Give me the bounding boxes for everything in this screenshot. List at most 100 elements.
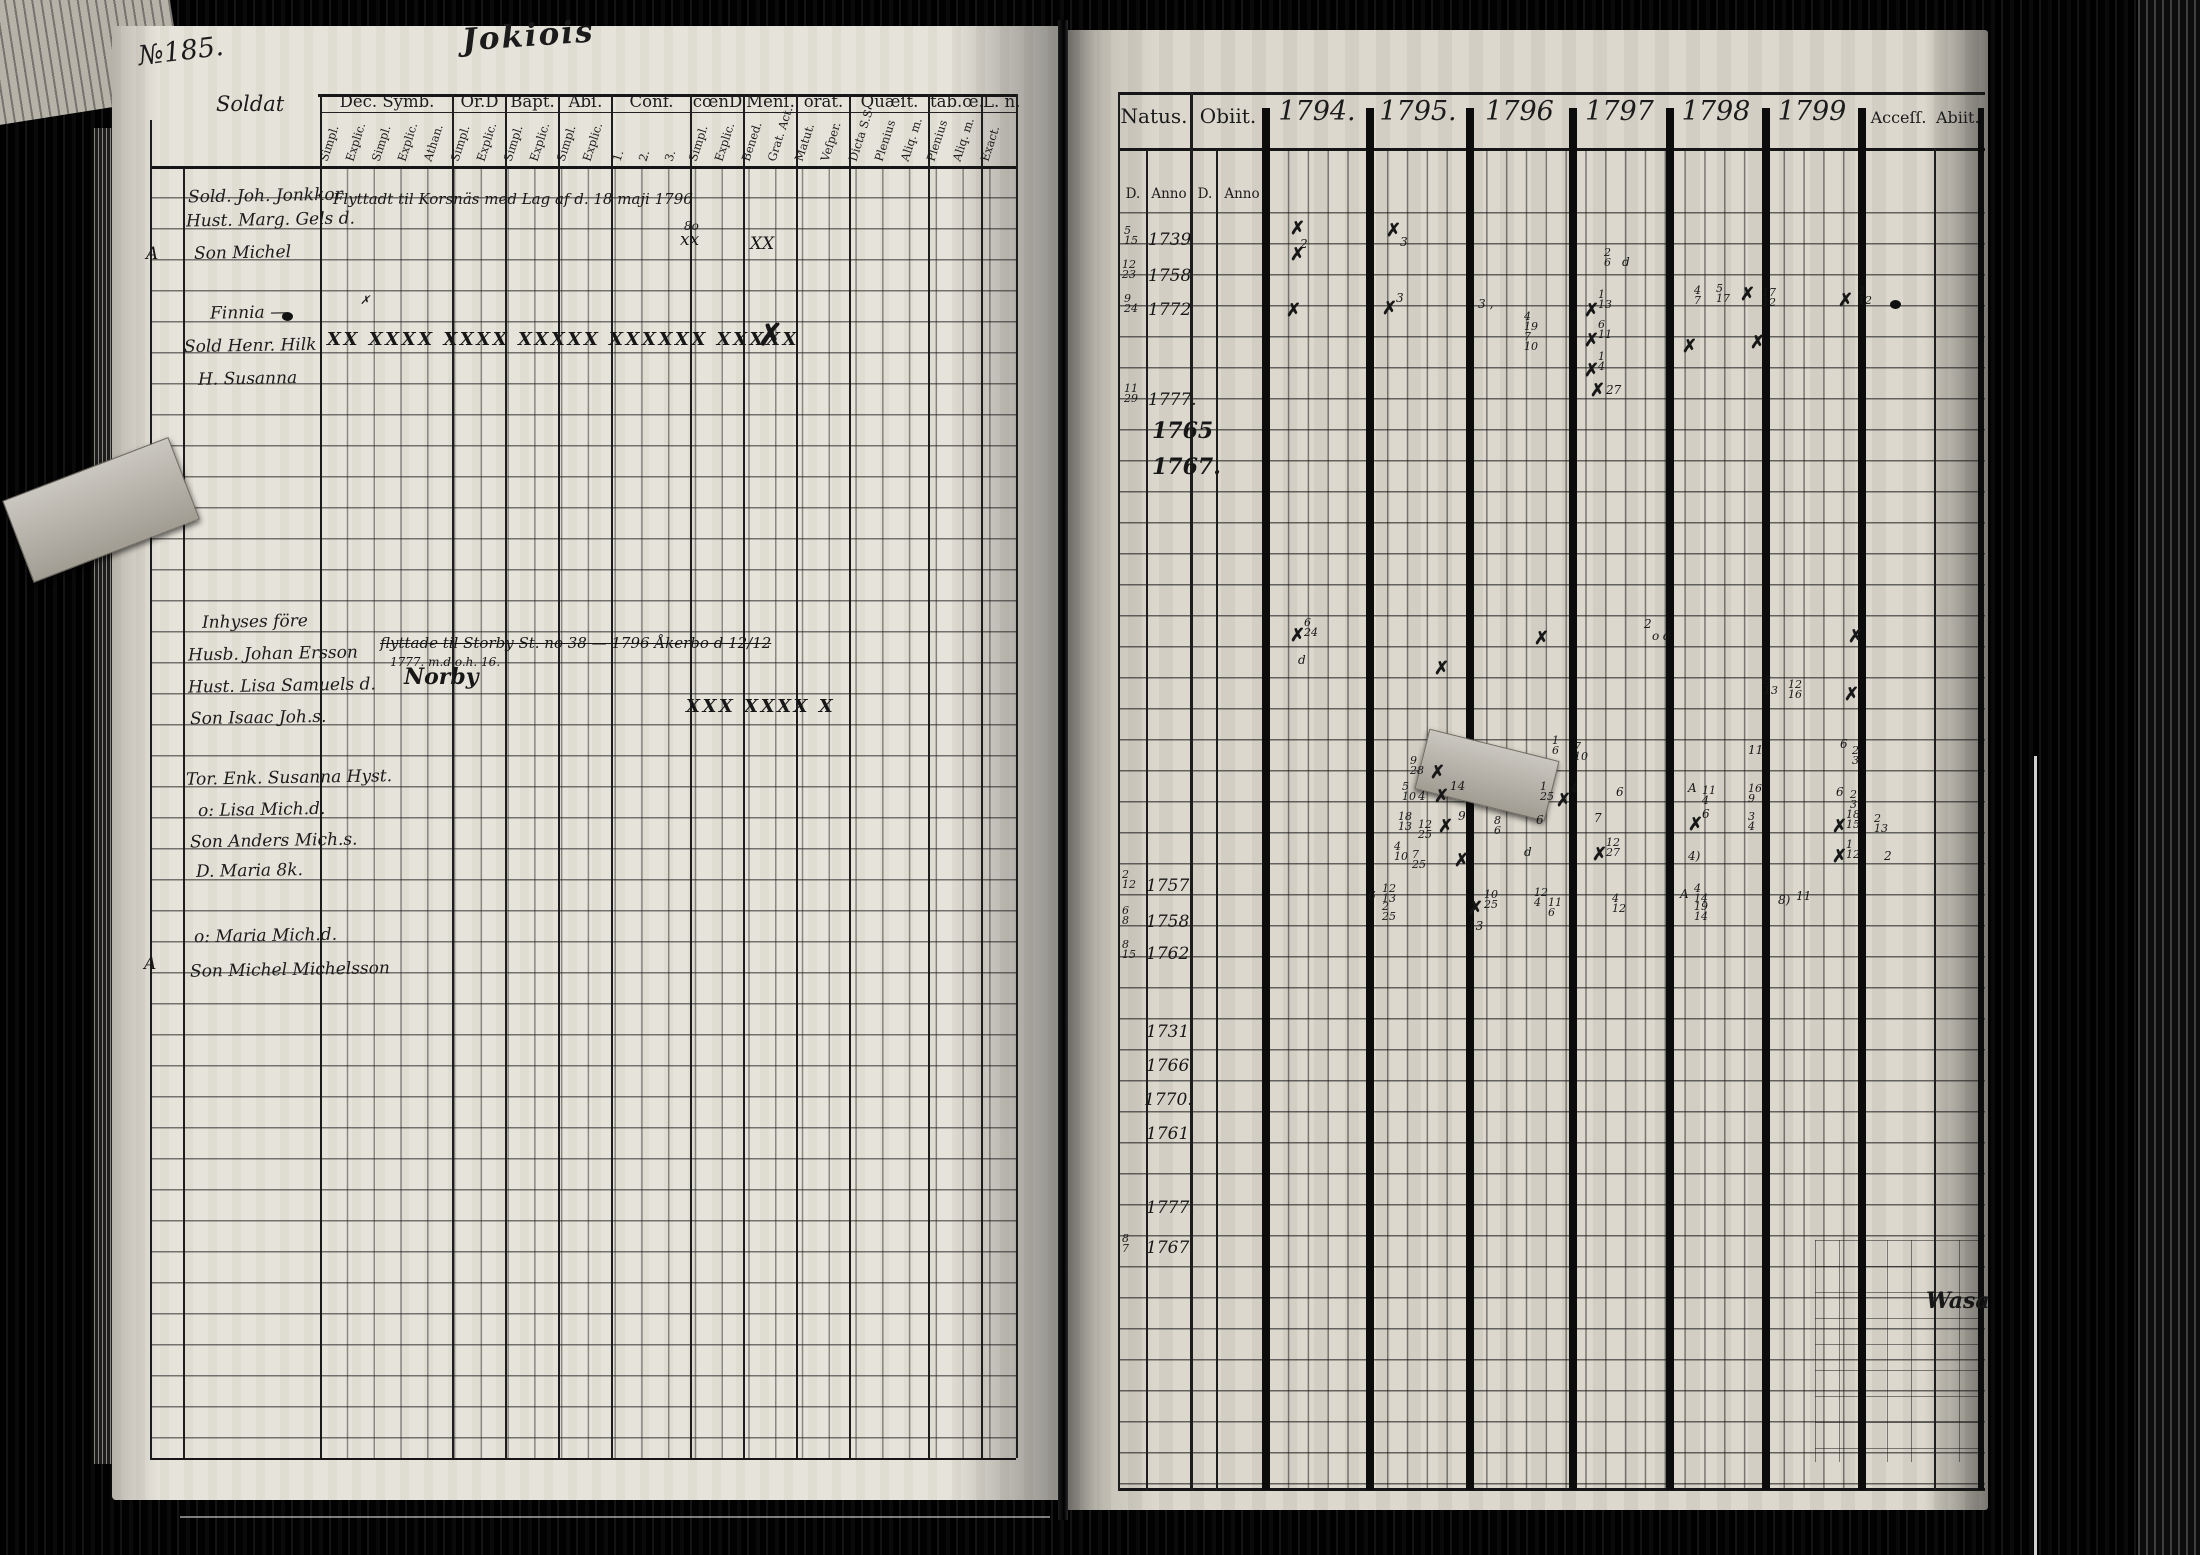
- handwritten-mark: 1766.: [1146, 1056, 1195, 1076]
- handwritten-mark: 4 7: [1694, 284, 1701, 308]
- handwritten-mark: ✗: [1584, 330, 1600, 351]
- handwritten-mark: 1772: [1148, 300, 1192, 320]
- column-group-label: Menſ.: [745, 92, 796, 113]
- right-grid-right-bar: [1978, 108, 1984, 1490]
- handwritten-mark: 3 4: [1748, 810, 1755, 834]
- handwritten-mark: 5 10: [1402, 780, 1416, 804]
- handwritten-mark: ✗: [1844, 684, 1860, 705]
- obiit-divider: [1216, 150, 1218, 1490]
- year-separator-bar: [1858, 108, 1866, 1490]
- obiit-left-line: [1190, 92, 1193, 1490]
- handwritten-mark: ✗: [1386, 220, 1402, 241]
- year-separator-bar: [1366, 108, 1374, 1490]
- handwritten-mark: d: [1524, 845, 1532, 859]
- handwritten-mark: 6: [1368, 889, 1376, 903]
- struck-note: flyttade til Storby St. no 38 — 1796 Åke…: [380, 634, 772, 652]
- grid-right-line: [1016, 94, 1018, 1458]
- handwritten-mark: 13: [1468, 919, 1484, 933]
- column-group-taboe: tab.œ. Plenius Aliq. m.: [924, 92, 984, 166]
- handwritten-mark: ✗: [1430, 762, 1446, 783]
- handwritten-mark: ✗: [1290, 244, 1306, 265]
- scratch-line: [2034, 756, 2037, 1555]
- d-subheader: D.: [1125, 186, 1141, 202]
- scratch-line: [180, 1516, 1050, 1518]
- column-group-coend: cœnD Simpl. Explic.: [686, 92, 743, 166]
- handwritten-mark: 9 24: [1124, 292, 1138, 316]
- handwritten-mark: 2: [1884, 849, 1892, 863]
- handwritten-mark: 7 10: [1574, 740, 1588, 764]
- handwritten-mark: 27: [1606, 383, 1622, 397]
- handwritten-mark: 8): [1778, 893, 1791, 907]
- handwritten-mark: 12 27: [1606, 836, 1620, 860]
- column-group-label: Bapt.: [507, 92, 558, 113]
- handwritten-mark: 11 29: [1124, 382, 1138, 406]
- page-gutter: [1058, 20, 1068, 1520]
- handwritten-mark: xx: [680, 230, 700, 250]
- d-subheader: D.: [1197, 186, 1213, 202]
- handwritten-mark: 18 15: [1846, 808, 1860, 832]
- communion-x-row: XX XXXX XXXX XXXXX XXXXXX XXXXX: [327, 329, 799, 350]
- column-group-label: Conf.: [613, 92, 690, 113]
- handwritten-mark: ✗: [1438, 816, 1454, 837]
- handwritten-mark: ✗: [1682, 336, 1698, 357]
- handwritten-mark: 8o: [684, 219, 699, 233]
- handwritten-mark: 4 14: [1694, 882, 1708, 906]
- handwritten-mark: 6 11: [1598, 318, 1612, 342]
- column-group-label: orat.: [798, 92, 849, 113]
- handwritten-mark: 12 25: [1418, 818, 1432, 842]
- handwritten-mark: 1758: [1146, 912, 1190, 932]
- handwritten-mark: 7 25: [1412, 848, 1426, 872]
- handwritten-mark: 12 23: [1122, 258, 1136, 282]
- handwritten-mark: ✗: [1750, 332, 1766, 353]
- handwritten-mark: 6 24: [1304, 616, 1318, 640]
- handwritten-mark: 12 13: [1382, 882, 1396, 906]
- handwritten-mark: 1777. m.d.o.h. 16.: [390, 655, 501, 669]
- handwritten-mark: 2 12: [1122, 868, 1136, 892]
- handwritten-mark: 12 16: [1788, 678, 1802, 702]
- column-group-label: L. n.: [983, 92, 1021, 113]
- year-separator-bar: [1569, 108, 1577, 1490]
- left-grid-columns: [320, 166, 1016, 1460]
- handwritten-mark: 18 13: [1398, 810, 1412, 834]
- handwritten-mark: 2: [1300, 237, 1308, 251]
- handwritten-mark: 8 6: [1494, 814, 1501, 838]
- column-group-mens: Menſ. Bened. Grat. Act.: [739, 92, 796, 166]
- column-group-label: tab.œ.: [930, 92, 984, 113]
- handwritten-mark: 19 14: [1694, 900, 1708, 924]
- handwritten-mark: ✗: [1534, 628, 1550, 649]
- handwritten-mark: 11: [1796, 889, 1812, 903]
- handwritten-mark: 3: [1400, 235, 1408, 249]
- handwritten-mark: 16 9: [1748, 782, 1762, 806]
- margin-letter: A: [144, 954, 157, 974]
- handwritten-mark: [282, 312, 293, 321]
- handwritten-mark: ✗: [1382, 298, 1398, 319]
- year-separator-bar: [1762, 108, 1770, 1490]
- handwritten-mark: ✗: [1286, 300, 1302, 321]
- handwritten-mark: 6: [1616, 785, 1624, 799]
- handwritten-mark: ✗: [1584, 360, 1600, 381]
- handwritten-mark: 1 13: [1598, 288, 1612, 312]
- year-separator-bar: [1262, 108, 1270, 1490]
- handwritten-mark: ✗: [1590, 380, 1606, 401]
- handwritten-mark: 7: [1594, 811, 1602, 825]
- column-group-label: cœnD: [692, 92, 743, 113]
- access-header: Acceſſ.: [1870, 108, 1927, 127]
- handwritten-mark: 6: [1836, 785, 1844, 799]
- handwritten-mark: 4 10: [1394, 840, 1408, 864]
- year-separator-bar: [1666, 108, 1674, 1490]
- handwritten-mark: 11: [1748, 743, 1764, 757]
- handwritten-mark: A: [1688, 781, 1697, 795]
- handwritten-mark: 5 13: [1764, 674, 1778, 698]
- handwritten-mark: 4: [1418, 789, 1426, 803]
- handwritten-mark: 1 12: [1846, 838, 1860, 862]
- handwritten-mark: ✗: [1848, 626, 1864, 647]
- handwritten-mark: 2 13: [1874, 812, 1888, 836]
- handwritten-mark: d: [1622, 255, 1630, 269]
- handwritten-mark: 5 15: [1124, 224, 1138, 248]
- handwritten-mark: ✗: [1556, 790, 1572, 811]
- handwritten-mark: ✗: [1584, 300, 1600, 321]
- handwritten-mark: 11 4: [1702, 784, 1716, 808]
- handwritten-mark: XX: [750, 234, 775, 254]
- handwritten-mark: 1777.: [1146, 1198, 1195, 1218]
